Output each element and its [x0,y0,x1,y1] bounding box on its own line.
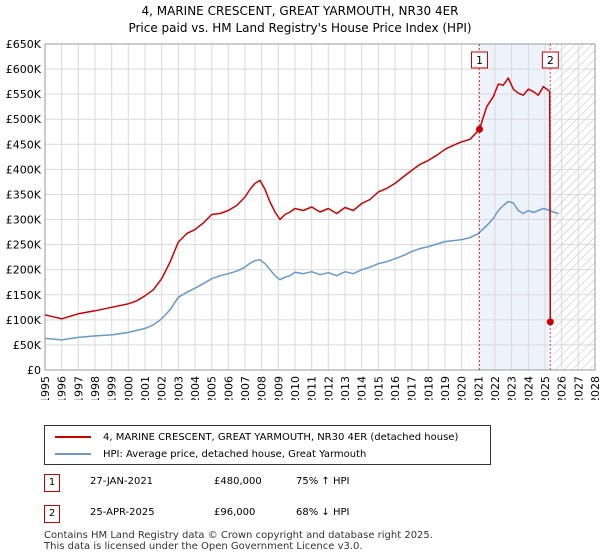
sale-badge-2: 2 [44,505,60,523]
x-tick-label-2: 1997 [72,376,85,400]
legend-swatch-hpi [55,453,91,455]
x-tick-label-18: 2013 [339,376,352,400]
x-tick-label-22: 2017 [406,376,419,400]
sale-badge-1: 1 [44,474,60,492]
y-tick-label-5: £250K [6,239,42,252]
y-tick-label-1: £50K [13,339,42,352]
sale-dot-1 [476,125,483,133]
x-tick-label-20: 2015 [372,376,385,400]
x-tick-label-30: 2025 [539,376,552,400]
y-tick-label-6: £300K [6,214,42,227]
x-tick-label-28: 2023 [506,376,519,400]
y-tick-label-3: £150K [6,289,42,302]
y-tick-label-13: £650K [6,38,42,51]
x-tick-label-3: 1998 [89,376,102,400]
y-tick-label-0: £0 [27,364,41,377]
sale-marker-label-1: 1 [476,54,483,67]
x-tick-label-5: 2000 [122,376,135,400]
x-tick-label-31: 2026 [556,376,569,400]
x-tick-label-10: 2005 [206,376,219,400]
hatched-future [553,44,595,370]
x-tick-label-13: 2008 [256,376,269,400]
price-chart: £0 £50K £100K £150K £200K £250K £300K £350K £400… [6,38,600,400]
x-tick-label-17: 2012 [322,376,335,400]
x-tick-label-32: 2027 [572,376,585,400]
plot-frame [44,43,596,371]
shaded-period [479,44,551,370]
sale-price-1: £480,000 [214,476,262,487]
y-tick-label-4: £200K [6,264,42,277]
y-tick-label-12: £600K [6,63,42,76]
x-tick-label-14: 2009 [272,376,285,400]
x-tick-label-7: 2002 [156,376,169,400]
y-tick-label-10: £500K [6,113,42,126]
x-tick-label-25: 2020 [456,376,469,400]
sale-marker-box-2 [541,51,559,69]
x-tick-label-24: 2019 [439,376,452,400]
x-tick-label-9: 2004 [189,376,202,400]
sale-price-2: £96,000 [214,507,256,518]
sale-date-1: 27-JAN-2021 [90,476,154,487]
legend-label-property: 4, MARINE CRESCENT, GREAT YARMOUTH, NR30… [103,431,459,443]
x-tick-label-23: 2018 [422,376,435,400]
y-tick-label-2: £100K [6,314,42,327]
chart-subtitle: Price paid vs. HM Land Registry's House … [128,21,472,35]
sale-marker-box-1 [471,51,488,69]
x-tick-label-15: 2010 [289,376,302,400]
legend: 4, MARINE CRESCENT, GREAT YARMOUTH, NR30… [44,425,491,465]
legend-label-hpi: HPI: Average price, detached house, Grea… [103,448,367,460]
x-tick-label-29: 2024 [522,376,535,400]
x-tick-label-1: 1996 [56,376,69,400]
x-tick-label-6: 2001 [139,376,152,400]
series-hpi-line [44,200,559,341]
x-tick-label-11: 2006 [222,376,235,400]
y-tick-label-8: £400K [6,163,42,176]
x-tick-label-26: 2021 [472,376,485,400]
x-tick-label-21: 2016 [389,376,402,400]
chart-title: 4, MARINE CRESCENT, GREAT YARMOUTH, NR30… [141,4,459,18]
x-tick-label-0: 1995 [39,376,52,400]
y-tick-label-9: £450K [6,138,42,151]
sale-dot-2 [546,318,554,326]
footer-line-1: Contains HM Land Registry data © Crown c… [44,530,433,541]
sale-hpi-1: 75% ↑ HPI [296,476,350,487]
x-tick-label-12: 2007 [239,376,252,400]
x-tick-label-4: 1999 [106,376,119,400]
footer-line-2: This data is licensed under the Open Gov… [44,541,363,552]
sale-marker-label-2: 2 [547,54,554,67]
sale-date-2: 25-APR-2025 [90,507,155,518]
legend-item-property: 4, MARINE CRESCENT, GREAT YARMOUTH, NR30… [55,430,458,444]
y-tick-label-11: £550K [6,88,42,101]
sale-hpi-2: 68% ↓ HPI [296,507,350,518]
y-tick-label-7: £350K [6,188,42,201]
legend-swatch-property [55,436,91,438]
footer: Contains HM Land Registry data © Crown c… [44,530,433,552]
x-tick-label-19: 2014 [356,376,369,400]
x-tick-label-27: 2022 [489,376,502,400]
legend-item-hpi: HPI: Average price, detached house, Grea… [55,447,366,461]
x-tick-label-8: 2003 [172,376,185,400]
series-property-line [44,77,552,322]
x-tick-label-33: 2028 [589,376,600,400]
x-tick-label-16: 2011 [306,376,319,400]
